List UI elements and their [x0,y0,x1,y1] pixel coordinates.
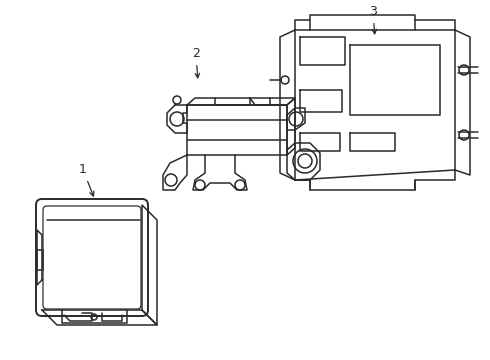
Text: 2: 2 [192,47,200,78]
Text: 1: 1 [79,163,94,196]
Text: 3: 3 [369,5,377,34]
